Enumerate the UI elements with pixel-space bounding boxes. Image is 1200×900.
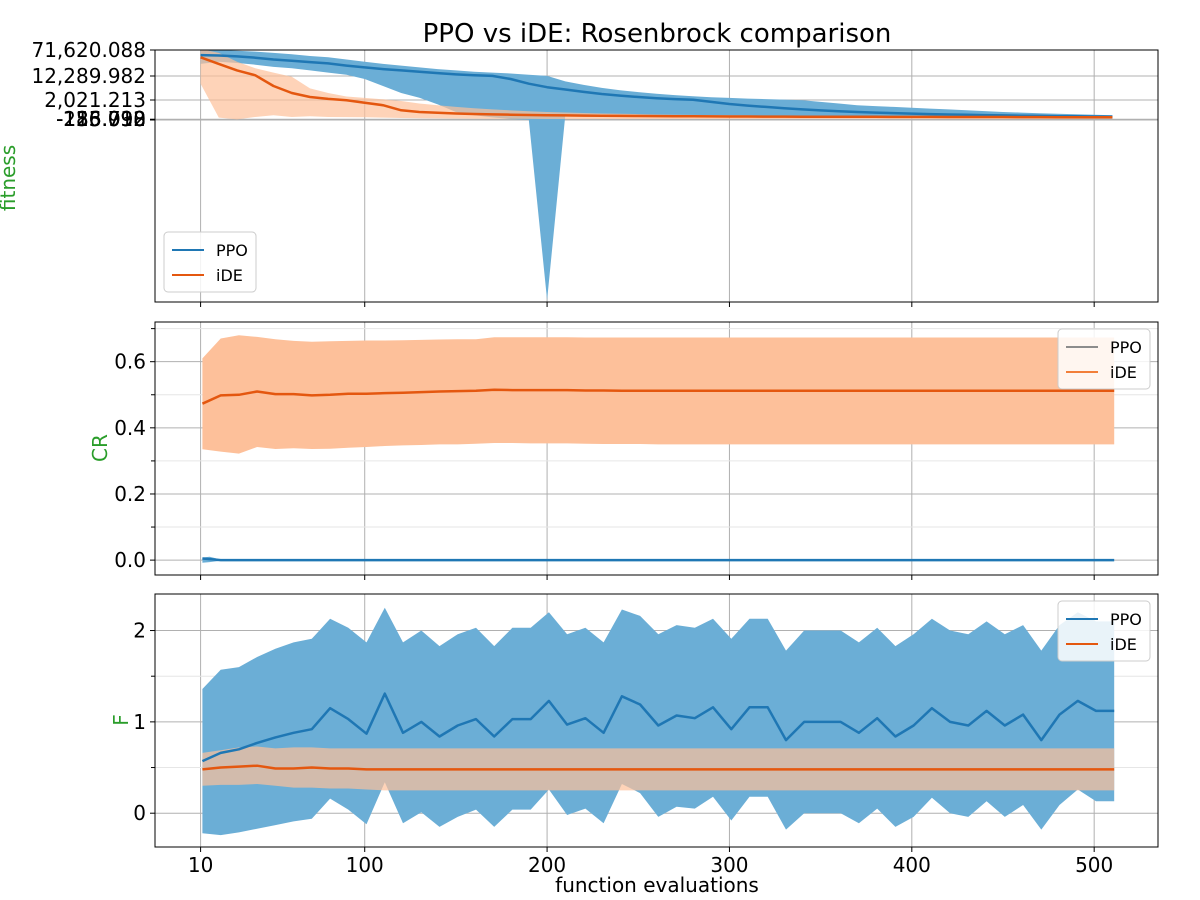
fitness-legend-box bbox=[163, 231, 257, 293]
cr-y-tick-label: 0.4 bbox=[114, 416, 146, 440]
fitness-y-tick-label: -155.038 bbox=[56, 107, 146, 131]
f-y-tick-label: 1 bbox=[133, 710, 146, 734]
cr-axes-frame bbox=[154, 321, 1159, 576]
f-panel: 10 100 200 300 400 500 0 1 2 PPO iDE bbox=[133, 593, 1159, 877]
fitness-legend: PPO iDE bbox=[163, 231, 257, 293]
fitness-y-tick-label: 12,289.982 bbox=[31, 64, 146, 88]
fitness-y-axis-label: fitness bbox=[0, 145, 20, 211]
x-tick-label: 500 bbox=[1075, 853, 1113, 877]
cr-y-axis-label: CR bbox=[88, 434, 112, 462]
x-tick-label: 300 bbox=[710, 853, 748, 877]
cr-legend-box bbox=[1057, 328, 1151, 390]
fitness-y-tick-label: -213.912 bbox=[56, 107, 146, 131]
f-y-tick-label: 2 bbox=[133, 619, 146, 643]
fitness-data-layer bbox=[200, 50, 1113, 300]
cr-legend-label-ppo: PPO bbox=[1110, 338, 1142, 357]
ide-mean-line bbox=[200, 56, 1113, 119]
f-legend: PPO iDE bbox=[1057, 600, 1151, 662]
fitness-panel: 71,620.08812,289.9822,021.213-213.912-18… bbox=[31, 38, 1159, 307]
ppo-band bbox=[202, 607, 1115, 836]
fitness-y-tick-label: -126.090 bbox=[56, 107, 146, 131]
cr-y-tick-label: 0.2 bbox=[114, 482, 146, 506]
f-y-axis-label: F bbox=[109, 714, 133, 726]
fitness-axes-frame bbox=[154, 49, 1159, 303]
fitness-y-tick-label: -186.798 bbox=[56, 107, 146, 131]
f-data-layer bbox=[201, 607, 1115, 836]
cr-y-tick-label: 0.6 bbox=[114, 350, 146, 374]
cr-panel: 0.0 0.2 0.4 0.6 PPO iDE bbox=[114, 321, 1159, 580]
cr-data-layer bbox=[201, 335, 1115, 563]
fitness-y-tick-label: 2,021.213 bbox=[44, 88, 146, 112]
ppo-mean-line bbox=[201, 692, 1115, 763]
f-axes-frame bbox=[154, 593, 1159, 848]
f-y-tick-label: 0 bbox=[133, 801, 146, 825]
cr-legend: PPO iDE bbox=[1057, 328, 1151, 390]
ide-band bbox=[200, 50, 1113, 120]
x-tick-label: 400 bbox=[893, 853, 931, 877]
fitness-legend-label-ide: iDE bbox=[216, 266, 243, 285]
f-legend-label-ppo: PPO bbox=[1110, 610, 1142, 629]
ide-band bbox=[202, 335, 1115, 454]
x-axis-label: function evaluations bbox=[555, 873, 759, 897]
x-tick-label: 100 bbox=[346, 853, 384, 877]
fitness-legend-label-ppo: PPO bbox=[216, 241, 248, 260]
ppo-mean-line bbox=[202, 557, 1115, 562]
x-tick-label: 10 bbox=[188, 853, 213, 877]
f-legend-box bbox=[1057, 600, 1151, 662]
cr-legend-label-ide: iDE bbox=[1110, 363, 1137, 382]
fitness-y-tick-label: 71,620.088 bbox=[31, 38, 146, 62]
plot-layer: 71,620.08812,289.9822,021.213-213.912-18… bbox=[31, 38, 1159, 877]
cr-y-tick-label: 0.0 bbox=[114, 548, 146, 572]
chart-title: PPO vs iDE: Rosenbrock comparison bbox=[423, 19, 892, 49]
x-tick-label: 200 bbox=[528, 853, 566, 877]
ppo-mean-line bbox=[200, 53, 1113, 118]
ide-mean-line bbox=[201, 388, 1115, 405]
ide-mean-line bbox=[202, 764, 1115, 771]
f-legend-label-ide: iDE bbox=[1110, 635, 1137, 654]
